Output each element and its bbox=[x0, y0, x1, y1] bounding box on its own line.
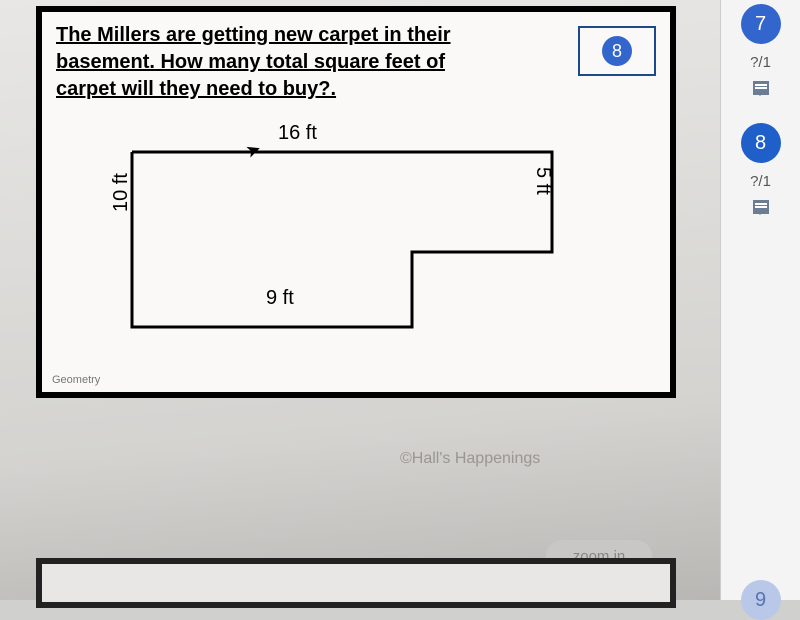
card-footer: Geometry bbox=[52, 374, 100, 386]
question-nav-sidebar: 7 ?/1 8 ?/1 9 bbox=[720, 0, 800, 600]
lshape-outline bbox=[132, 152, 552, 327]
comment-icon[interactable] bbox=[753, 81, 769, 95]
next-card-fragment bbox=[36, 558, 676, 608]
comment-icon[interactable] bbox=[753, 200, 769, 214]
nav-score-7: ?/1 bbox=[750, 54, 771, 71]
problem-card: The Millers are getting new carpet in th… bbox=[36, 6, 676, 398]
nav-item-7[interactable]: 7 bbox=[741, 4, 781, 44]
nav-item-8[interactable]: 8 bbox=[741, 123, 781, 163]
worksheet-area: The Millers are getting new carpet in th… bbox=[0, 0, 720, 600]
question-text: The Millers are getting new carpet in th… bbox=[56, 22, 496, 103]
problem-number-box: 8 bbox=[578, 26, 656, 76]
nav-score-8: ?/1 bbox=[750, 173, 771, 190]
problem-number-badge: 8 bbox=[602, 36, 632, 66]
copyright-text: ©Hall's Happenings bbox=[400, 450, 540, 468]
floor-plan-diagram bbox=[102, 142, 592, 362]
lshape-svg bbox=[102, 142, 592, 362]
nav-item-9[interactable]: 9 bbox=[741, 580, 781, 620]
